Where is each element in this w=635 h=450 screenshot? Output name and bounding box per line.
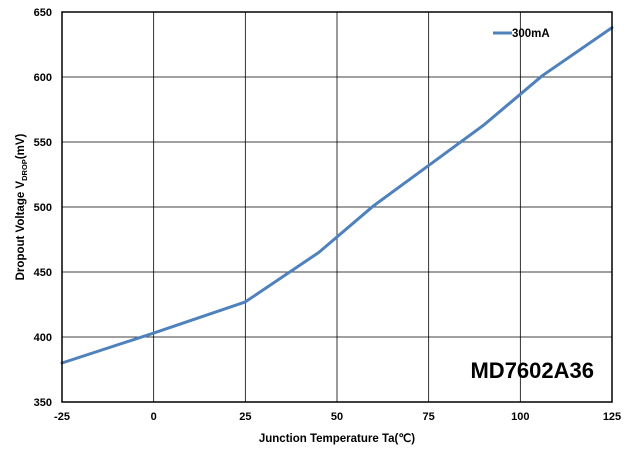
- y-axis-title-subscript: DROP: [20, 159, 29, 181]
- y-tick-label: 650: [34, 7, 52, 19]
- y-tick-label: 550: [34, 137, 52, 149]
- series-layer: [60, 26, 614, 365]
- grid-lines: [61, 11, 613, 403]
- x-tick-label: 50: [331, 411, 343, 423]
- y-tick-label: 400: [34, 332, 52, 344]
- y-axis-title-main: Dropout Voltage V: [15, 181, 27, 281]
- x-tick-label: -25: [54, 411, 70, 423]
- y-tick-label: 500: [34, 202, 52, 214]
- x-tick-label: 0: [151, 411, 157, 423]
- x-axis-title: Junction Temperature Ta(℃): [259, 432, 415, 445]
- x-tick-label: 100: [511, 411, 529, 423]
- y-tick-label: 450: [34, 267, 52, 279]
- plot-frame: [61, 11, 613, 403]
- x-tick-label: 25: [239, 411, 251, 423]
- series-line-0: [60, 26, 614, 365]
- part-number-annotation: MD7602A36: [470, 358, 594, 383]
- legend-label-300ma: 300mA: [512, 28, 550, 40]
- legend: 300mA: [493, 28, 550, 40]
- y-axis-title-suffix: (mV): [15, 133, 27, 159]
- tick-labels: -25 0 25 50 75 100 125 350 400 450 500 550 600 650: [34, 7, 622, 423]
- y-tick-label: 600: [34, 72, 52, 84]
- y-tick-label: 350: [34, 397, 52, 409]
- x-tick-label: 75: [423, 411, 435, 423]
- y-axis-title: Dropout Voltage VDROP(mV): [15, 133, 29, 280]
- x-tick-label: 125: [603, 411, 621, 423]
